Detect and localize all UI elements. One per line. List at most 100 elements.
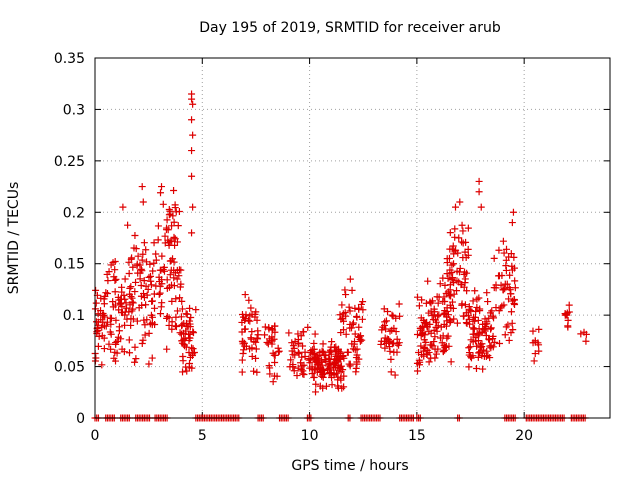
data-point bbox=[339, 314, 347, 322]
data-point bbox=[172, 208, 180, 216]
data-point bbox=[171, 235, 179, 243]
data-point bbox=[414, 367, 422, 375]
data-point bbox=[297, 359, 305, 367]
data-point bbox=[441, 343, 449, 351]
data-point bbox=[474, 337, 482, 345]
data-point bbox=[185, 337, 193, 345]
data-point bbox=[176, 294, 184, 302]
data-point bbox=[177, 313, 185, 321]
data-point bbox=[500, 249, 508, 257]
data-point bbox=[126, 290, 134, 298]
data-point bbox=[129, 299, 137, 307]
data-point bbox=[246, 317, 254, 325]
axis-ticks: 0 0.05 0.1 0.15 0.2 0.25 0.3 0.35 0 5 10 15 20 bbox=[54, 51, 610, 444]
data-point bbox=[382, 325, 390, 333]
data-point bbox=[168, 297, 176, 305]
data-point bbox=[173, 275, 181, 283]
data-point bbox=[100, 311, 108, 319]
data-point bbox=[269, 326, 277, 334]
data-point bbox=[138, 256, 146, 264]
data-point bbox=[424, 277, 432, 285]
data-point bbox=[178, 305, 186, 313]
data-point bbox=[495, 246, 503, 254]
data-point bbox=[508, 319, 516, 327]
data-point bbox=[470, 313, 478, 321]
data-point bbox=[238, 368, 246, 376]
data-point bbox=[450, 315, 458, 323]
data-point bbox=[316, 351, 324, 359]
data-point bbox=[119, 203, 127, 211]
data-point bbox=[480, 326, 488, 334]
data-point bbox=[179, 368, 187, 376]
data-point bbox=[355, 333, 363, 341]
data-point bbox=[327, 366, 335, 374]
data-point bbox=[265, 324, 273, 332]
data-point bbox=[435, 311, 443, 319]
data-point bbox=[445, 291, 453, 299]
data-point bbox=[187, 314, 195, 322]
data-point bbox=[109, 303, 117, 311]
data-point bbox=[174, 222, 182, 230]
data-point bbox=[340, 383, 348, 391]
data-point bbox=[103, 290, 111, 298]
data-point bbox=[121, 321, 129, 329]
data-point bbox=[253, 316, 261, 324]
data-point bbox=[157, 189, 165, 197]
data-point bbox=[131, 358, 139, 366]
data-point bbox=[531, 337, 539, 345]
data-point bbox=[431, 354, 439, 362]
data-point bbox=[170, 282, 178, 290]
data-point bbox=[386, 327, 394, 335]
data-point bbox=[151, 304, 159, 312]
data-point bbox=[535, 325, 543, 333]
data-point bbox=[452, 203, 459, 211]
data-point bbox=[451, 225, 459, 233]
data-point bbox=[390, 324, 398, 332]
data-point bbox=[107, 314, 115, 322]
data-point bbox=[393, 348, 401, 356]
data-point bbox=[414, 293, 422, 301]
data-point bbox=[242, 342, 250, 350]
data-point bbox=[312, 380, 320, 388]
data-point bbox=[179, 357, 187, 365]
data-point bbox=[319, 340, 327, 348]
data-point bbox=[164, 226, 172, 234]
data-point bbox=[501, 285, 509, 293]
data-point bbox=[188, 95, 196, 103]
x-tick-label: 0 bbox=[91, 428, 100, 444]
data-point bbox=[467, 307, 475, 315]
data-point bbox=[510, 264, 518, 272]
data-point bbox=[163, 216, 171, 224]
data-point bbox=[426, 320, 434, 328]
data-point bbox=[182, 363, 190, 371]
data-point bbox=[563, 309, 571, 317]
data-point bbox=[465, 351, 473, 359]
data-point bbox=[146, 260, 154, 268]
data-point bbox=[473, 342, 481, 350]
data-point bbox=[140, 293, 148, 301]
data-point bbox=[126, 284, 134, 292]
data-point bbox=[154, 236, 162, 244]
data-point bbox=[149, 267, 157, 275]
data-point bbox=[168, 222, 176, 230]
data-point bbox=[247, 335, 255, 343]
plot-frame bbox=[94, 57, 611, 419]
data-point bbox=[186, 353, 194, 361]
y-axis-label: SRMTID / TECUs bbox=[6, 182, 22, 295]
data-point bbox=[252, 354, 260, 362]
data-point bbox=[189, 100, 197, 108]
data-point bbox=[437, 323, 445, 331]
data-point bbox=[124, 221, 132, 229]
data-point bbox=[433, 327, 441, 335]
data-point bbox=[298, 353, 306, 361]
data-point bbox=[328, 338, 336, 346]
data-point bbox=[319, 366, 327, 374]
data-point bbox=[188, 147, 196, 155]
data-point bbox=[389, 312, 397, 320]
x-tick-label: 10 bbox=[301, 428, 319, 444]
data-point bbox=[311, 330, 319, 338]
data-point bbox=[131, 288, 139, 296]
data-point bbox=[132, 355, 140, 363]
data-point bbox=[129, 263, 137, 271]
